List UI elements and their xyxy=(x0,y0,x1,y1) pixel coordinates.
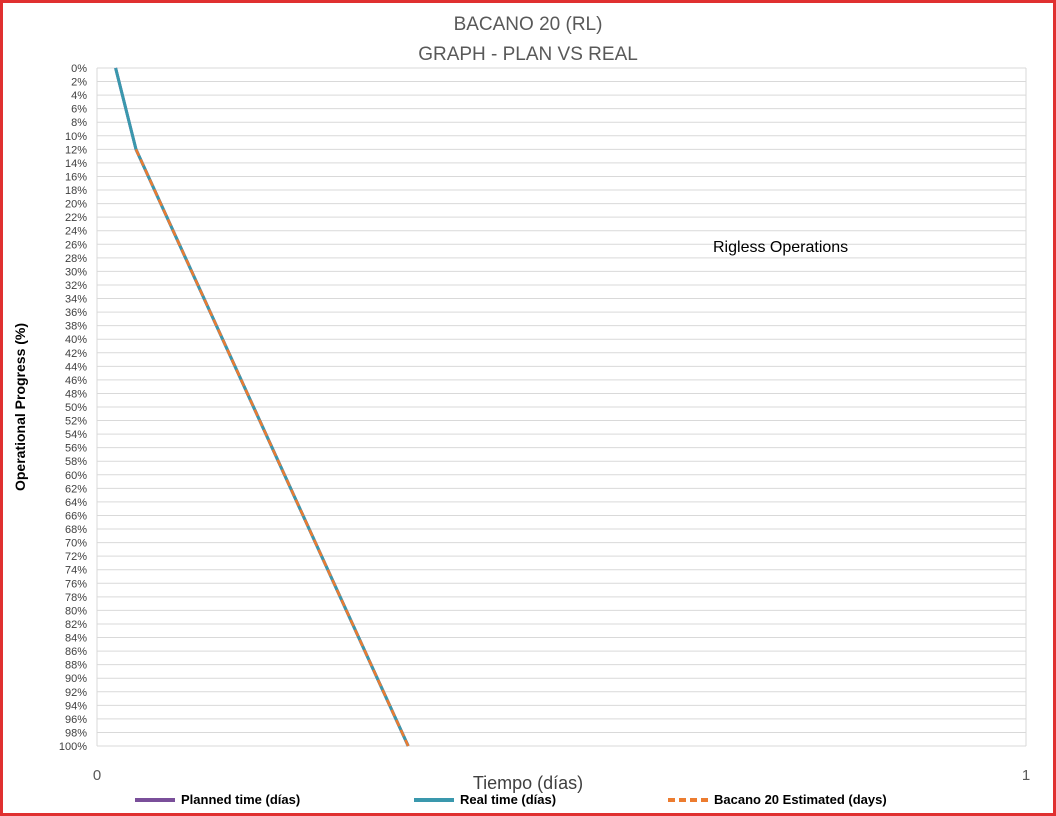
x-axis-label: Tiempo (días) xyxy=(472,773,584,793)
y-tick-label: 4% xyxy=(71,90,87,102)
legend-item-estimated: Bacano 20 Estimated (days) xyxy=(668,792,887,807)
y-tick-label: 58% xyxy=(65,456,87,468)
y-tick-label: 64% xyxy=(65,497,87,509)
y-tick-label: 38% xyxy=(65,321,87,333)
y-tick-label: 48% xyxy=(65,388,87,400)
y-tick-label: 34% xyxy=(65,294,87,306)
x-tick-label: 1 xyxy=(1022,767,1030,784)
y-tick-label: 98% xyxy=(65,727,87,739)
y-tick-label: 40% xyxy=(65,334,87,346)
y-tick-label: 60% xyxy=(65,470,87,482)
y-tick-label: 66% xyxy=(65,510,87,522)
y-tick-label: 16% xyxy=(65,171,87,183)
y-tick-label: 54% xyxy=(65,429,87,441)
y-tick-label: 90% xyxy=(65,673,87,685)
legend-item-real: Real time (días) xyxy=(414,792,556,807)
rigless-operations-annotation: Rigless Operations xyxy=(713,239,849,256)
y-tick-label: 96% xyxy=(65,714,87,726)
legend-item-planned: Planned time (días) xyxy=(135,792,300,807)
y-tick-label: 94% xyxy=(65,700,87,712)
y-tick-label: 88% xyxy=(65,660,87,672)
y-tick-label: 82% xyxy=(65,619,87,631)
y-tick-label: 42% xyxy=(65,348,87,360)
legend: Planned time (días) Real time (días) Bac… xyxy=(0,792,1056,812)
legend-swatch-estimated xyxy=(668,797,708,802)
y-tick-label: 78% xyxy=(65,592,87,604)
y-tick-label: 28% xyxy=(65,253,87,265)
y-tick-label: 80% xyxy=(65,605,87,617)
y-tick-label: 56% xyxy=(65,443,87,455)
y-axis-label: Operational Progress (%) xyxy=(12,322,28,492)
y-tick-label: 74% xyxy=(65,565,87,577)
y-tick-label: 52% xyxy=(65,416,87,428)
y-tick-label: 44% xyxy=(65,361,87,373)
y-tick-label: 100% xyxy=(59,741,87,753)
y-tick-label: 24% xyxy=(65,226,87,238)
y-tick-label: 86% xyxy=(65,646,87,658)
legend-label-planned: Planned time (días) xyxy=(181,792,301,807)
y-tick-label: 8% xyxy=(71,117,87,129)
legend-label-estimated: Bacano 20 Estimated (days) xyxy=(714,792,887,807)
y-tick-label: 72% xyxy=(65,551,87,563)
y-tick-label: 26% xyxy=(65,239,87,251)
chart-subtitle: GRAPH - PLAN VS REAL xyxy=(418,44,638,65)
y-tick-label: 46% xyxy=(65,375,87,387)
y-tick-label: 36% xyxy=(65,307,87,319)
y-tick-label: 84% xyxy=(65,633,87,645)
y-tick-label: 20% xyxy=(65,199,87,211)
y-tick-label: 2% xyxy=(71,77,87,89)
y-tick-label: 22% xyxy=(65,212,87,224)
y-tick-label: 6% xyxy=(71,104,87,116)
y-tick-label: 14% xyxy=(65,158,87,170)
legend-swatch-planned xyxy=(135,797,175,802)
y-tick-label: 10% xyxy=(65,131,87,143)
y-tick-label: 50% xyxy=(65,402,87,414)
y-tick-label: 76% xyxy=(65,578,87,590)
y-tick-label: 68% xyxy=(65,524,87,536)
y-tick-label: 32% xyxy=(65,280,87,292)
y-tick-label: 30% xyxy=(65,266,87,278)
chart-title: BACANO 20 (RL) xyxy=(453,14,603,35)
y-tick-label: 12% xyxy=(65,144,87,156)
x-tick-label: 0 xyxy=(93,767,101,784)
y-tick-label: 18% xyxy=(65,185,87,197)
legend-label-real: Real time (días) xyxy=(460,792,557,807)
y-tick-label: 0% xyxy=(71,63,87,75)
y-tick-label: 92% xyxy=(65,687,87,699)
y-tick-label: 62% xyxy=(65,483,87,495)
y-tick-label: 70% xyxy=(65,538,87,550)
legend-swatch-real xyxy=(414,797,454,802)
